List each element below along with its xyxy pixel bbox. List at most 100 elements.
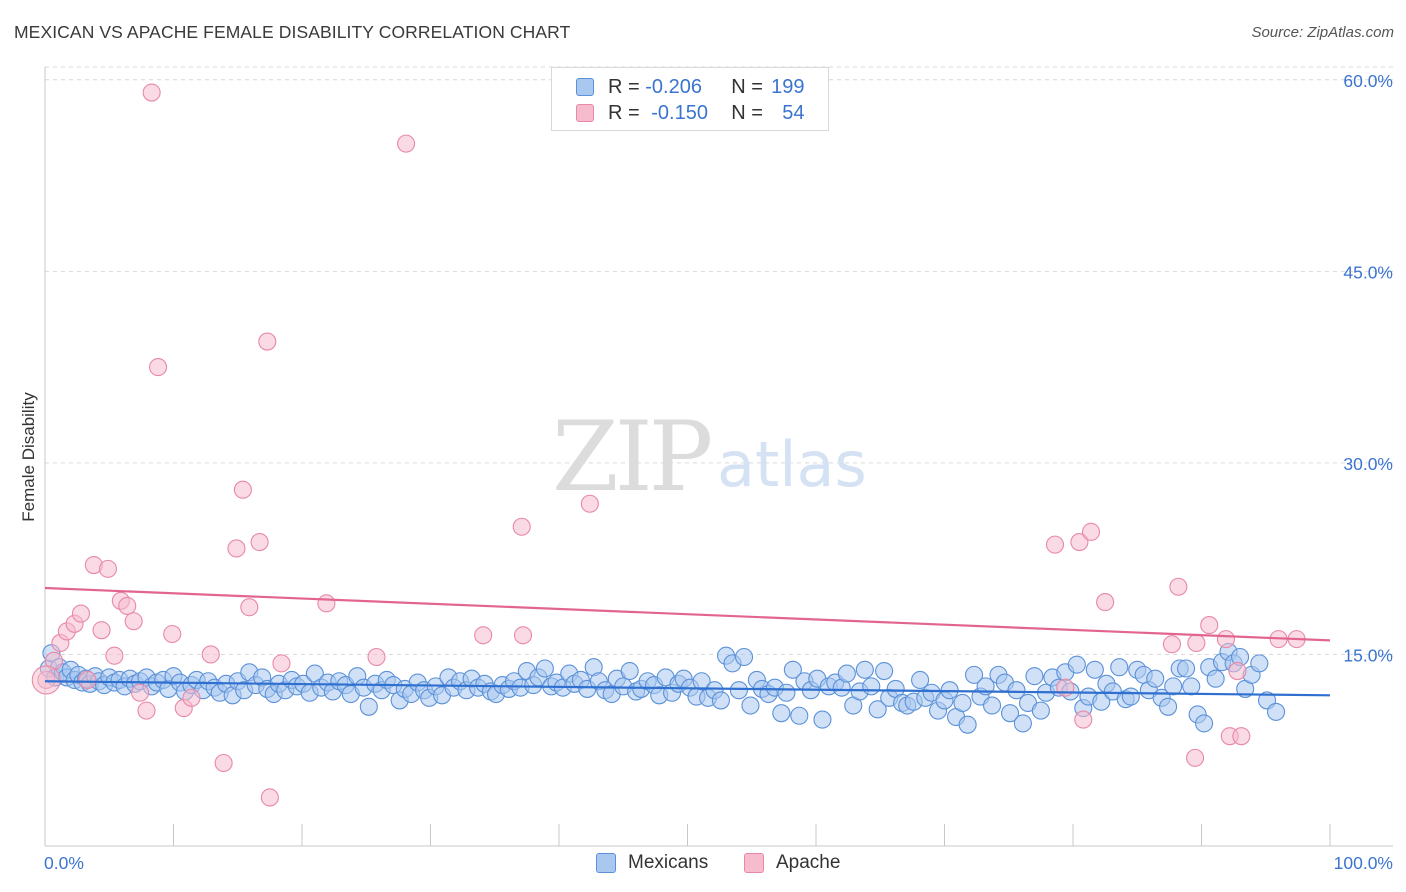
apache-point xyxy=(1228,661,1247,681)
apache-point xyxy=(512,517,531,536)
legend-label-mexicans: Mexicans xyxy=(628,852,709,873)
legend-r-value: -0.206 xyxy=(645,75,702,98)
mexicans-point xyxy=(1164,677,1183,696)
mexicans-point xyxy=(1007,681,1026,700)
mexicans-point xyxy=(1110,658,1129,677)
apache-point xyxy=(118,596,137,615)
mexicans-point xyxy=(953,693,972,713)
mexicans-point xyxy=(1182,677,1201,696)
apache-point xyxy=(397,134,416,153)
chart-title: MEXICAN VS APACHE FEMALE DISABILITY CORR… xyxy=(14,22,571,42)
mexicans-point xyxy=(965,665,984,684)
mexicans-point xyxy=(1250,654,1269,673)
trend-lines xyxy=(44,586,1331,697)
apache-point xyxy=(92,621,111,640)
apache-point xyxy=(233,480,252,499)
stats-legend: R = -0.206 N = 199 R = -0.150 N = 54 xyxy=(551,67,829,131)
apache-point xyxy=(474,626,493,645)
y-tick-label: 15.0% xyxy=(1343,645,1393,665)
legend-r-value: -0.150 xyxy=(651,101,708,124)
apache-points xyxy=(31,83,1306,807)
apache-point xyxy=(98,559,118,578)
apache-point xyxy=(513,626,533,645)
mexicans-point xyxy=(692,672,711,691)
mexicans-point xyxy=(1025,667,1044,686)
y-tick-label: 60.0% xyxy=(1343,71,1393,91)
mexicans-point xyxy=(982,696,1002,715)
y-axis-label: Female Disability xyxy=(19,392,38,522)
legend-r-label: R = xyxy=(608,101,646,124)
mexicans-point xyxy=(1067,655,1086,674)
mexicans-point xyxy=(729,681,748,700)
apache-swatch xyxy=(744,853,764,873)
legend-n-label: N = xyxy=(731,101,769,124)
apache-point xyxy=(272,654,291,673)
apache-swatch xyxy=(576,104,594,122)
mexicans-point xyxy=(855,660,874,679)
mexicans-point xyxy=(1195,714,1214,733)
mexicans-point xyxy=(777,683,796,702)
apache-point xyxy=(149,358,168,377)
legend-r-label: R = xyxy=(608,75,646,98)
legend-row-apache: R = -0.150 N = 54 xyxy=(576,101,805,125)
mexicans-point xyxy=(1000,704,1020,723)
watermark-atlas: atlas xyxy=(717,428,867,501)
legend-n-label: N = xyxy=(731,75,769,98)
apache-point xyxy=(1169,577,1188,596)
apache-point xyxy=(317,594,336,613)
legend-row-mexicans: R = -0.206 N = 199 xyxy=(576,75,805,99)
mexicans-point xyxy=(783,660,802,679)
mexicans-point xyxy=(1146,669,1165,688)
mexicans-point xyxy=(1031,701,1050,720)
mexicans-point xyxy=(958,715,977,734)
y-tick-label: 30.0% xyxy=(1343,454,1393,474)
apache-point xyxy=(78,670,97,690)
mexicans-point xyxy=(813,710,832,729)
watermark-zip: ZIP xyxy=(552,401,711,513)
apache-point xyxy=(258,332,277,351)
apache-point xyxy=(260,788,279,807)
mexicans-swatch xyxy=(596,853,616,873)
legend-item-apache[interactable]: Apache xyxy=(744,852,840,874)
legend-item-mexicans[interactable]: Mexicans xyxy=(596,852,708,874)
legend-label-apache: Apache xyxy=(776,852,841,873)
apache-point xyxy=(137,701,156,720)
mexicans-point xyxy=(1013,714,1032,733)
apache-point xyxy=(367,647,386,667)
mexicans-point xyxy=(1266,702,1286,721)
mexicans-point xyxy=(711,691,730,710)
apache-point xyxy=(1232,727,1251,746)
mexicans-point xyxy=(535,659,554,678)
apache-point xyxy=(1162,635,1181,654)
apache-point xyxy=(124,612,143,631)
apache-point xyxy=(1187,633,1206,652)
y-tick-label: 45.0% xyxy=(1343,262,1393,282)
apache-point xyxy=(1186,748,1205,767)
apache-point xyxy=(240,598,259,617)
apache-point xyxy=(131,683,150,702)
mexicans-point xyxy=(1121,687,1140,706)
apache-point xyxy=(71,604,91,623)
x-tick-label-min: 0.0% xyxy=(44,853,84,873)
apache-point xyxy=(163,624,182,644)
legend-n-value: 199 xyxy=(771,75,805,98)
apache-point xyxy=(1200,616,1219,635)
mexicans-point xyxy=(868,700,887,719)
gridlines xyxy=(45,66,1393,655)
apache-point xyxy=(1045,535,1065,554)
apache-point xyxy=(250,533,269,552)
mexicans-point xyxy=(1206,669,1225,688)
mexicans-point xyxy=(734,647,754,667)
apache-point xyxy=(580,494,599,513)
mexicans-swatch xyxy=(576,78,594,96)
x-tick-label-max: 100.0% xyxy=(1334,853,1393,873)
apache-point xyxy=(227,539,246,558)
apache-point xyxy=(142,83,161,102)
apache-trend-line xyxy=(44,586,1331,642)
apache-point xyxy=(1081,522,1101,541)
legend-n-value: 54 xyxy=(782,101,805,124)
mexicans-point xyxy=(1159,697,1178,716)
mexicans-point xyxy=(620,661,639,681)
apache-point xyxy=(1216,630,1235,649)
